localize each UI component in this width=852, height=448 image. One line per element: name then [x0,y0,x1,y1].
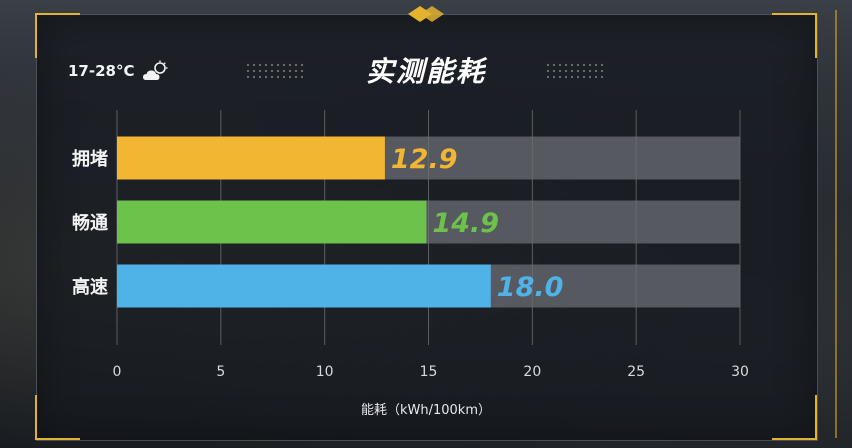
category-label: 高速 [72,276,108,298]
tick-label: 10 [316,364,334,380]
tick-label: 5 [216,364,225,380]
frame-corner-bottom-left [35,395,80,440]
tick-label: 0 [113,364,122,380]
data-label: 14.9 [432,208,499,239]
title-decoration-right [545,62,607,78]
tick-label: 20 [523,364,541,380]
partly-cloudy-icon [143,60,168,80]
bar [117,264,491,308]
title-decoration-left [245,62,307,78]
frame-corner-top-right [772,13,817,58]
x-axis-label: 能耗（kWh/100km） [361,403,491,418]
bar [117,136,385,180]
category-label: 畅通 [72,212,108,234]
bar [117,200,427,244]
tick-label: 15 [420,364,438,380]
weather-widget: 17-28°C [68,60,170,82]
chart-title: 实测能耗 [365,55,486,88]
frame-corner-bottom-right [772,395,817,440]
frame-ornament-right [420,6,444,22]
frame-corner-top-left [35,13,80,58]
tick-label: 30 [731,364,749,380]
data-label: 18.0 [497,272,564,303]
data-label: 12.9 [391,144,458,175]
tick-label: 25 [627,364,645,380]
temperature-label: 17-28°C [68,62,135,80]
category-label: 拥堵 [72,148,108,170]
